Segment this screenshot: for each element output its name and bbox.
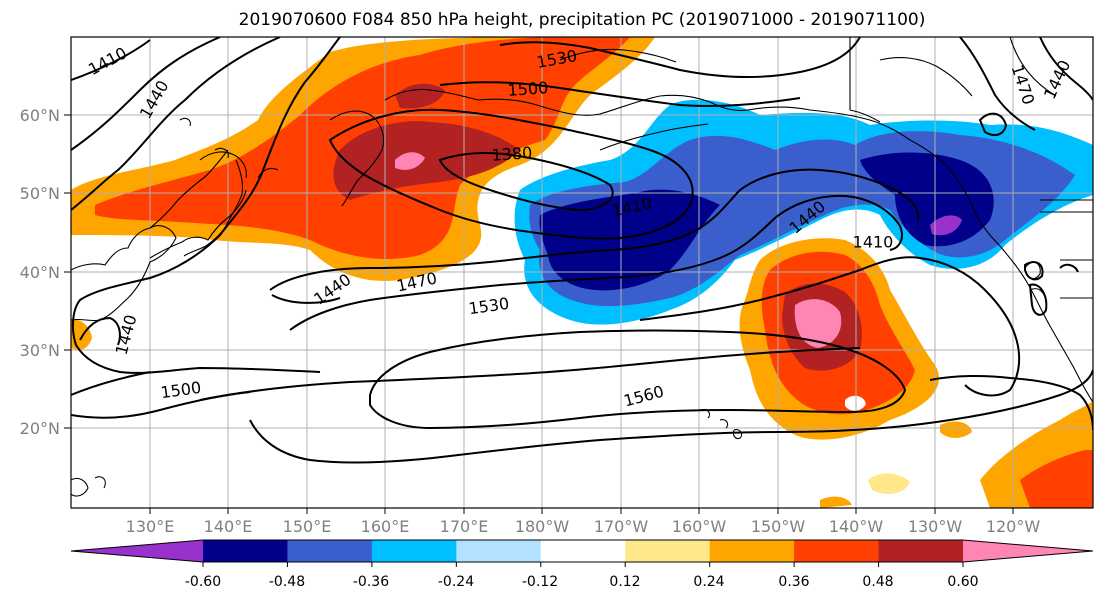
lon-label: 180°W xyxy=(515,517,570,536)
colorbar-bin xyxy=(878,540,964,562)
colorbar-tick-label: 0.12 xyxy=(609,574,640,590)
anomaly-region-nw-pacific-positive xyxy=(71,37,655,281)
lat-axis: 60°N 50°N 40°N 30°N 20°N xyxy=(20,106,71,438)
lat-label: 20°N xyxy=(20,419,60,438)
colorbar-bin xyxy=(625,540,711,562)
lon-axis: 130°E 140°E 150°E 160°E 170°E 180°W 170°… xyxy=(126,508,1041,536)
height-contours xyxy=(71,37,1093,464)
colorbar-tick-label: -0.24 xyxy=(438,574,474,590)
colorbar: -0.60 -0.48 -0.36 -0.24 -0.12 0.12 0.24 … xyxy=(70,539,1094,590)
colorbar-tick-label: -0.36 xyxy=(353,574,389,590)
colorbar-extend-high xyxy=(963,540,1093,562)
lon-label: 120°W xyxy=(986,517,1041,536)
colorbar-tick-label: 0.36 xyxy=(778,574,809,590)
colorbar-bin xyxy=(287,540,373,562)
figure-title: 2019070600 F084 850 hPa height, precipit… xyxy=(239,10,926,30)
colorbar-bin xyxy=(709,540,795,562)
lat-label: 40°N xyxy=(20,263,60,282)
lon-label: 130°E xyxy=(126,517,175,536)
lon-label: 130°W xyxy=(908,517,963,536)
lon-label: 140°W xyxy=(829,517,884,536)
colorbar-bin xyxy=(371,540,457,562)
lon-label: 170°E xyxy=(440,517,489,536)
colorbar-ticks xyxy=(202,562,964,567)
colorbar-tick-label: -0.12 xyxy=(522,574,558,590)
colorbar-bin xyxy=(794,540,880,562)
colorbar-bin xyxy=(540,540,626,562)
colorbar-tick-label: -0.60 xyxy=(185,574,221,590)
lon-label: 150°E xyxy=(283,517,332,536)
colorbar-tick-label: 0.48 xyxy=(862,574,893,590)
lon-label: 140°E xyxy=(204,517,253,536)
lon-label: 150°W xyxy=(751,517,806,536)
colorbar-segments xyxy=(70,539,1094,563)
contour-label: 1500 xyxy=(507,78,549,100)
lat-label: 50°N xyxy=(20,184,60,203)
contour-label: 1410 xyxy=(853,233,894,252)
lat-label: 30°N xyxy=(20,341,60,360)
map-panel: 1410 1440 1530 1500 1380 1410 1440 1470 … xyxy=(70,36,1094,509)
colorbar-tick-label: 0.24 xyxy=(693,574,724,590)
lon-label: 160°E xyxy=(361,517,410,536)
colorbar-bin xyxy=(456,540,542,562)
contour-label: 1380 xyxy=(491,143,533,165)
lat-label: 60°N xyxy=(20,106,60,125)
lon-label: 160°W xyxy=(672,517,727,536)
colorbar-extend-low xyxy=(71,540,203,562)
precipitation-shading xyxy=(71,37,1093,508)
colorbar-tick-label: -0.48 xyxy=(269,574,305,590)
colorbar-tick-label: 0.60 xyxy=(947,574,978,590)
anomaly-region-west-edge xyxy=(71,319,92,350)
lon-label: 170°W xyxy=(594,517,649,536)
anomaly-region-southeast-positive xyxy=(820,400,1093,508)
colorbar-bin xyxy=(203,540,288,562)
anomaly-region-north-pacific-negative xyxy=(514,99,1093,325)
